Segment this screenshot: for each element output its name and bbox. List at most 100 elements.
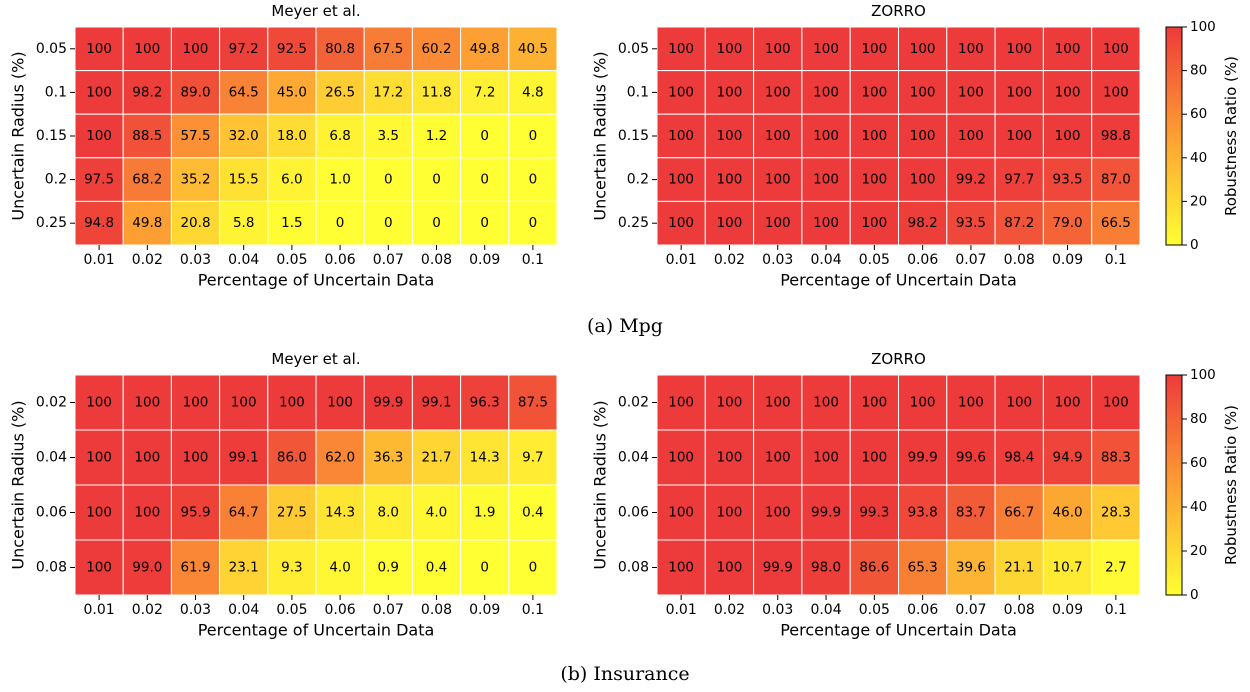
- heatmap-cell: [411, 374, 462, 431]
- cell-label: 100: [717, 172, 743, 188]
- cell-label: 100: [86, 505, 112, 521]
- x-tick-label: 0.05: [276, 602, 307, 618]
- x-tick-label: 0.08: [1004, 252, 1035, 268]
- cell-label: 97.7: [1004, 172, 1034, 188]
- x-tick-label: 0.06: [325, 602, 356, 618]
- cell-label: 100: [668, 41, 694, 57]
- cell-label: 99.6: [956, 450, 986, 466]
- heatmap-cell: [994, 374, 1044, 431]
- heatmap-cell: [656, 70, 706, 115]
- heatmap-cell: [267, 200, 317, 246]
- cell-label: 28.3: [1101, 505, 1131, 521]
- cell-label: 7.2: [474, 84, 495, 100]
- heatmap-cell: [74, 113, 124, 159]
- cell-label: 87.5: [518, 395, 548, 411]
- y-tick-label: 0.1: [45, 84, 67, 100]
- heatmap-cell: [170, 200, 221, 246]
- colorbar-tick-label: 20: [1190, 193, 1207, 209]
- heatmap-cell: [1042, 157, 1093, 202]
- heatmap-cell: [411, 200, 462, 246]
- cell-label: 15.5: [229, 172, 259, 188]
- cell-label: 0: [480, 172, 489, 188]
- heatmap-cell: [170, 484, 221, 541]
- cell-label: 100: [765, 450, 791, 466]
- cell-label: 62.0: [325, 450, 355, 466]
- cell-label: 40.5: [518, 41, 548, 57]
- x-tick-label: 0.03: [762, 252, 793, 268]
- cell-label: 57.5: [180, 128, 210, 144]
- cell-label: 9.7: [522, 450, 543, 466]
- heatmap-cell: [704, 113, 755, 159]
- cell-label: 100: [813, 41, 839, 57]
- panel-title: ZORRO: [871, 2, 926, 20]
- cell-label: 0: [336, 215, 345, 231]
- cell-label: 88.3: [1101, 450, 1131, 466]
- cell-label: 0.4: [426, 560, 447, 576]
- cell-label: 10.7: [1053, 560, 1083, 576]
- cell-label: 100: [668, 128, 694, 144]
- cell-label: 99.9: [811, 505, 841, 521]
- y-tick-label: 0.02: [36, 395, 67, 411]
- heatmap-cell: [363, 157, 413, 202]
- cell-label: 11.8: [421, 84, 451, 100]
- colorbar-tick-label: 0: [1190, 237, 1199, 253]
- cell-label: 0: [529, 128, 538, 144]
- heatmap-cell: [508, 26, 558, 72]
- cell-label: 87.2: [1004, 215, 1034, 231]
- cell-label: 21.7: [421, 450, 451, 466]
- heatmap-cell: [122, 26, 172, 72]
- y-tick-label: 0.25: [618, 215, 649, 231]
- heatmap-cell: [508, 429, 558, 486]
- heatmap-cell: [219, 70, 269, 115]
- heatmap-cell: [315, 26, 365, 72]
- x-tick-label: 0.01: [666, 602, 697, 618]
- cell-label: 100: [1006, 128, 1032, 144]
- cell-label: 100: [717, 505, 743, 521]
- heatmap-cell: [801, 70, 851, 115]
- heatmap-cell: [315, 157, 365, 202]
- heatmap-cell: [656, 429, 706, 486]
- heatmap-cell: [219, 374, 269, 431]
- cell-label: 88.5: [132, 128, 162, 144]
- cell-label: 100: [958, 128, 984, 144]
- cell-label: 100: [86, 84, 112, 100]
- x-tick-label: 0.01: [84, 602, 115, 618]
- x-tick-label: 0.09: [1052, 252, 1083, 268]
- heatmap-cell: [849, 429, 900, 486]
- cell-label: 66.5: [1101, 215, 1131, 231]
- cell-label: 99.9: [373, 395, 403, 411]
- heatmap-cell: [849, 157, 900, 202]
- cell-label: 100: [1103, 395, 1129, 411]
- y-tick-label: 0.08: [36, 560, 67, 576]
- heatmap-cell: [704, 70, 755, 115]
- cell-label: 100: [717, 215, 743, 231]
- heatmap-cell: [460, 157, 510, 202]
- heatmap-cell: [508, 374, 558, 431]
- y-tick-label: 0.1: [627, 84, 649, 100]
- heatmap-cell: [74, 429, 124, 486]
- cell-label: 46.0: [1053, 505, 1083, 521]
- cell-label: 100: [958, 41, 984, 57]
- heatmap-cell: [704, 539, 755, 596]
- heatmap-cell: [801, 374, 851, 431]
- heatmap-cell: [801, 26, 851, 72]
- heatmap-cell: [122, 429, 172, 486]
- x-tick-label: 0.07: [955, 252, 986, 268]
- cell-label: 21.1: [1004, 560, 1034, 576]
- cell-label: 100: [668, 505, 694, 521]
- panel-title: Meyer et al.: [271, 350, 360, 368]
- cell-label: 100: [1055, 395, 1081, 411]
- cell-label: 100: [861, 128, 887, 144]
- cell-label: 99.9: [908, 450, 938, 466]
- heatmap-cell: [753, 70, 803, 115]
- cell-label: 0: [529, 172, 538, 188]
- cell-label: 100: [1103, 41, 1129, 57]
- cell-label: 95.9: [180, 505, 210, 521]
- heatmap-cell: [753, 26, 803, 72]
- heatmap-cell: [946, 374, 996, 431]
- cell-label: 100: [861, 41, 887, 57]
- cell-label: 86.0: [277, 450, 307, 466]
- cell-label: 100: [910, 41, 936, 57]
- cell-label: 66.7: [1004, 505, 1034, 521]
- heatmap-cell: [1042, 429, 1093, 486]
